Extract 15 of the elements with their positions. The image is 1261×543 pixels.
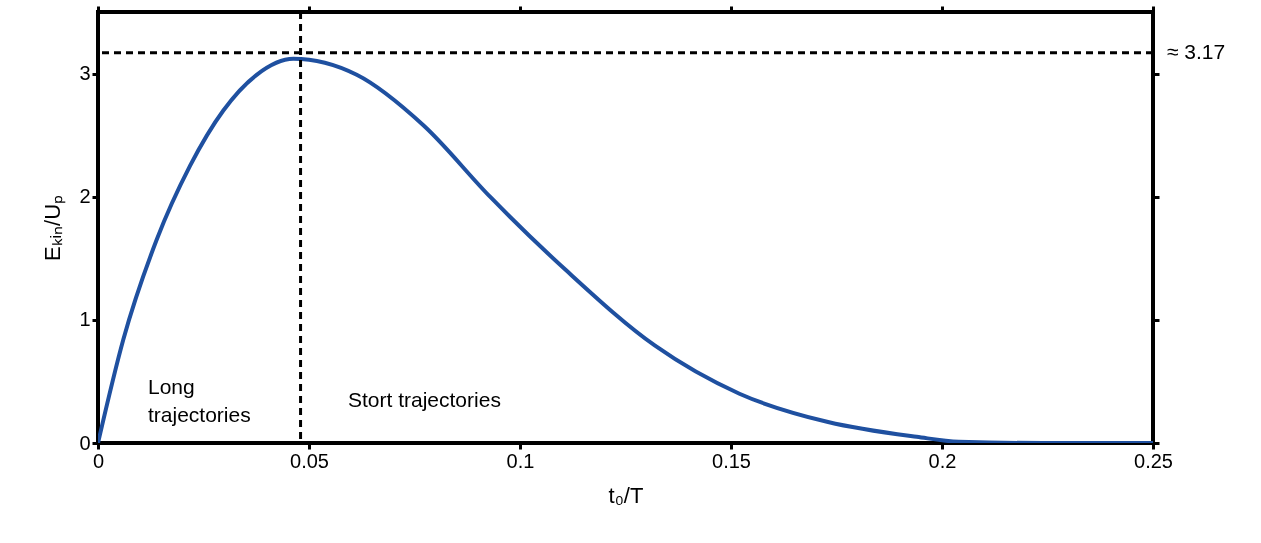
y-tick-label: 3 xyxy=(79,62,91,85)
y-tick-label: 2 xyxy=(79,185,91,208)
x-tick-label: 0.25 xyxy=(1134,449,1173,472)
ref-line-label: ≈ 3.17 xyxy=(1167,39,1226,63)
x-axis-title: t₀/T xyxy=(608,482,644,508)
x-tick-label: 0.15 xyxy=(712,449,751,472)
x-tick-label: 0.05 xyxy=(290,449,329,472)
annotation: Stort trajectories xyxy=(348,388,501,411)
line-series xyxy=(98,56,1153,443)
y-tick-label: 1 xyxy=(79,308,91,331)
y-axis-title: Eₖᵢₙ/Uₚ xyxy=(40,194,67,262)
x-tick-label: 0.1 xyxy=(506,449,535,472)
y-tick-label: 0 xyxy=(79,431,91,454)
annotation: Long trajectories xyxy=(148,375,251,426)
x-tick-label: 0.2 xyxy=(928,449,957,472)
